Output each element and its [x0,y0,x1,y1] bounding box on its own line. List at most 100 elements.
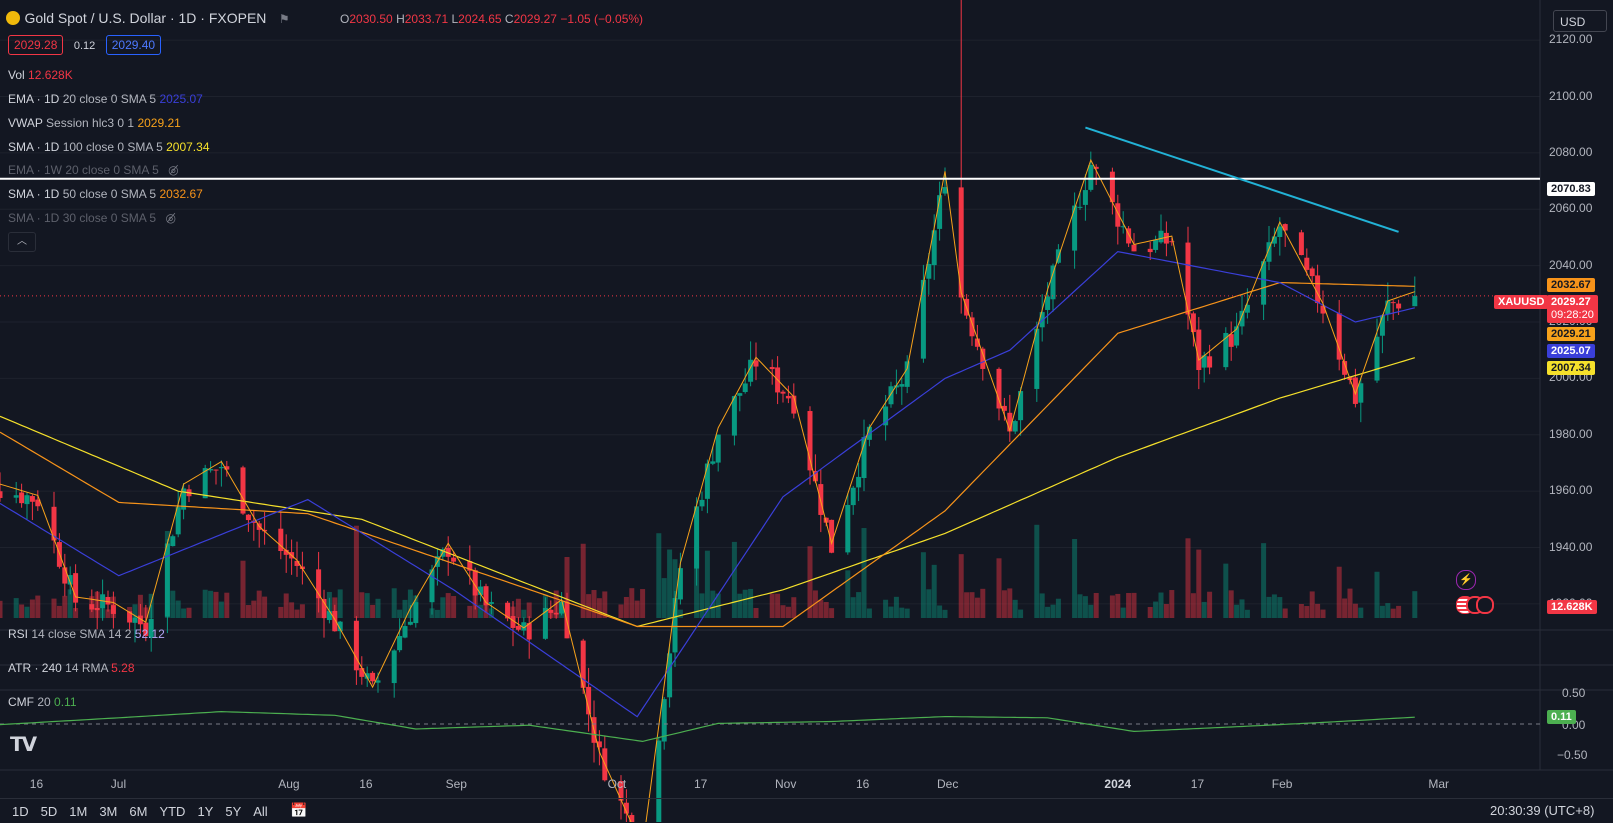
volume-bar [202,589,208,618]
candle [1088,164,1094,190]
timeframe-button[interactable]: 5D [40,804,58,819]
candle [1412,295,1418,307]
legend-row[interactable]: VWAP Session hlc3 0 1 2029.21 [8,116,181,130]
last-price-tag: 2029.27 09:28:20 [1547,295,1598,323]
timeframe-button[interactable]: 1D [12,804,29,819]
timeframe-button[interactable]: 6M [129,804,148,819]
timeframe-button[interactable]: 3M [99,804,118,819]
symbol-header[interactable]: Gold Spot / U.S. Dollar · 1D · FXOPEN ⚑ [6,10,290,28]
volume-bar [1309,591,1315,618]
legend-row-hidden[interactable]: SMA · 1D 30 close 0 SMA 5 ◎̸ [8,211,176,225]
volume-bar [672,559,678,618]
candle [170,536,176,547]
volume-bar [1007,588,1013,618]
cmf-legend[interactable]: CMF 20 0.11 [8,695,77,709]
candle [35,499,41,507]
time-axis-label: 17 [694,777,708,791]
sma100-price-tag: 2007.34 [1547,361,1595,375]
volume-bar [278,606,284,618]
volume-bar [515,598,521,618]
hline-price-tag: 2070.83 [1547,182,1595,196]
bid-price-button[interactable]: 2029.28 [8,35,64,55]
price-axis-label: 1960.00 [1549,483,1593,498]
rsi-legend[interactable]: RSI 14 close SMA 14 2 52.12 [8,627,165,641]
legend-row[interactable]: SMA · 1D 100 close 0 SMA 5 2007.34 [8,140,210,154]
price-axis-label: 2100.00 [1549,88,1593,103]
candle [1045,296,1051,310]
candle [1385,300,1391,315]
legend-row[interactable]: Vol 12.628K [8,68,73,82]
sma100-line [0,357,1415,628]
volume-bar [1012,599,1018,618]
symbol-title[interactable]: Gold Spot / U.S. Dollar · 1D · FXOPEN [24,10,267,26]
volume-bar [1126,592,1132,618]
legend-row[interactable]: EMA · 1D 20 close 0 SMA 5 2025.07 [8,92,203,106]
time-axis-label: Nov [775,777,797,791]
time-axis-label: 16 [359,777,373,791]
legend-row-hidden[interactable]: EMA · 1W 20 close 0 SMA 5 ◎̸ [8,163,179,177]
legend-row[interactable]: SMA · 1D 50 close 0 SMA 5 2032.67 [8,187,203,201]
volume-bar [1045,606,1051,618]
timeframe-button[interactable]: 1Y [197,804,214,819]
volume-bar [62,595,68,618]
timeframe-button[interactable]: All [253,804,268,819]
volume-bar [1082,596,1088,618]
atr-legend[interactable]: ATR · 240 14 RMA 5.28 [8,661,135,675]
candle [143,622,149,636]
tradingview-logo-icon[interactable]: 𝗧𝗩 [10,734,37,756]
eye-off-icon[interactable]: ◎̸ [165,211,176,225]
candle [29,496,35,502]
candle [1271,236,1277,244]
eye-off-icon[interactable]: ◎̸ [168,163,179,177]
cmf-axis-bottom: −0.50 [1557,748,1588,762]
lightning-event-icon[interactable]: ⚡ [1456,570,1476,590]
candle [1131,244,1137,252]
currency-select[interactable]: USD [1553,10,1607,32]
candle [451,557,457,562]
candle [715,434,721,463]
volume-bar [1277,597,1283,618]
collapse-legend-button[interactable]: ︿ [8,232,36,252]
volume-bar [861,528,867,618]
candle [429,569,435,603]
candle [283,549,289,555]
candle [1109,171,1115,203]
candle [1201,355,1207,368]
volume-bar [1072,539,1078,618]
volume-bar [823,601,829,618]
price-axis-label: 1980.00 [1549,426,1593,441]
timeframe-button[interactable]: 1M [69,804,88,819]
volume-bar [391,588,397,618]
candle [672,598,678,653]
candle [148,618,154,638]
candle [1304,257,1310,270]
date-range-icon[interactable]: 📅 [290,802,308,818]
volume-tag: 12.628K [1547,600,1597,614]
volume-bar [634,600,640,618]
candle [1223,332,1229,368]
ask-price-button[interactable]: 2029.40 [105,35,162,55]
symbol-tag: XAUUSD [1494,295,1549,309]
candle [829,519,835,553]
candle [1266,242,1272,262]
volume-bar [731,541,737,618]
candle [861,437,867,479]
us-flag-event-icons[interactable] [1456,596,1494,619]
timeframe-button[interactable]: 5Y [225,804,242,819]
candle [958,187,964,298]
candle [899,384,905,387]
candle [1147,248,1153,253]
timeframe-button[interactable]: YTD [159,804,186,819]
volume-bar [1120,607,1126,618]
volume-bar [704,550,710,618]
candle [1228,334,1234,347]
candle [337,621,343,632]
volume-bar [35,595,41,618]
candle [785,395,791,399]
volume-bar [845,570,851,618]
volume-bar [1271,594,1277,618]
candle [1169,241,1175,243]
volume-bar [974,597,980,618]
flag-icon[interactable]: ⚑ [278,12,290,26]
